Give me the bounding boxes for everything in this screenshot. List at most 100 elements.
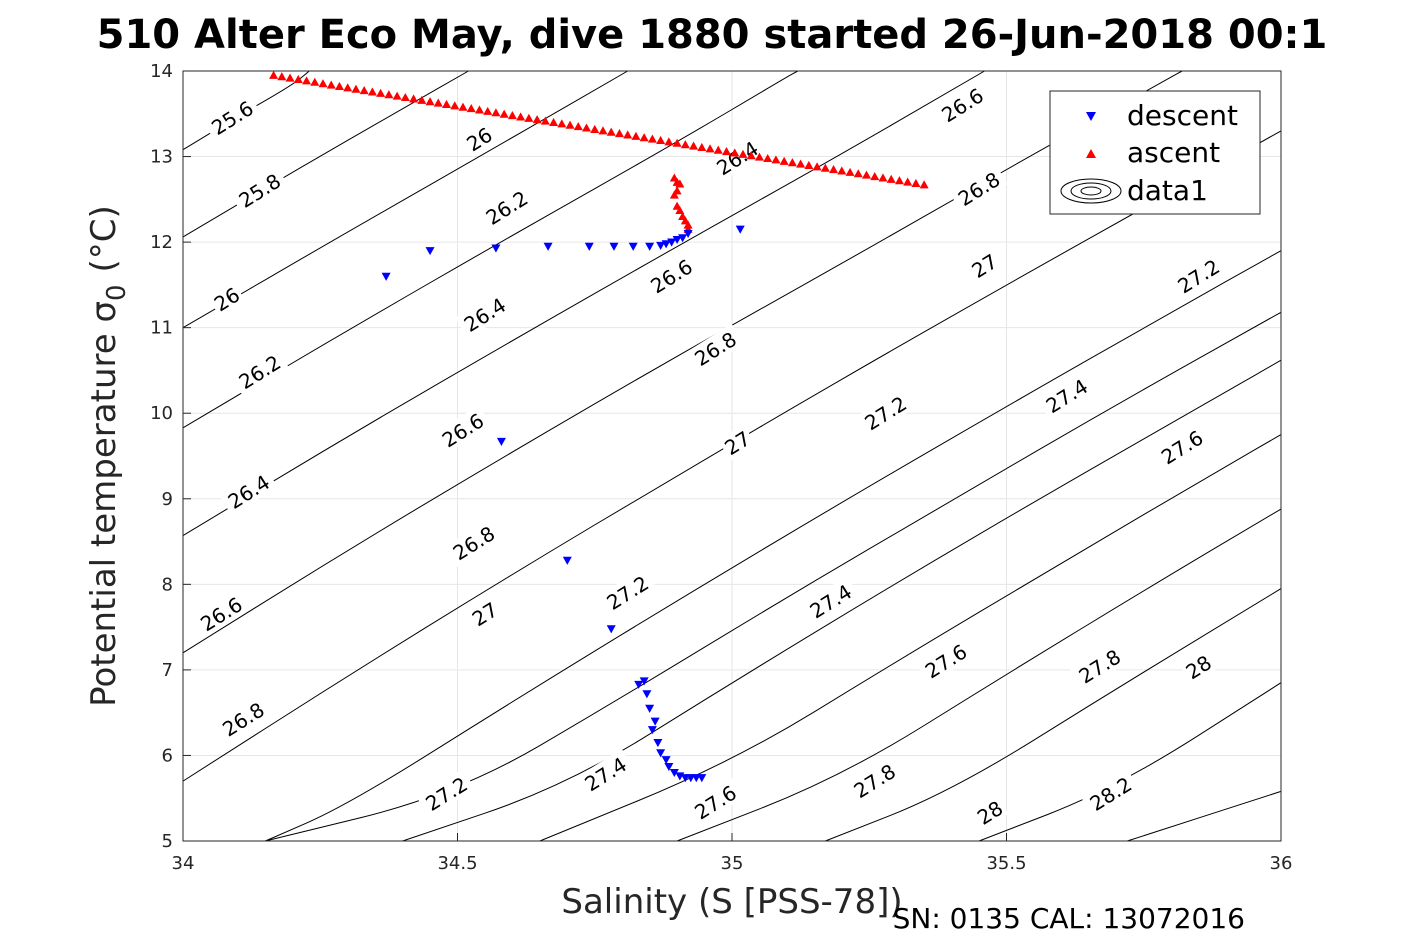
contour-label-bg: [230, 346, 289, 396]
descent-point: [653, 739, 663, 748]
y-tick-label: 10: [150, 403, 173, 424]
ascent-point: [894, 176, 904, 185]
contour-line: [402, 359, 1282, 842]
legend-ascent-label: ascent: [1127, 136, 1220, 169]
x-tick-label: 34: [172, 853, 195, 874]
contour-label-bg: [191, 588, 251, 638]
contour-label-bg: [707, 132, 767, 182]
descent-point: [661, 756, 671, 765]
contour-line: [182, 130, 1282, 782]
data-series: [269, 70, 929, 783]
ascent-point: [631, 131, 641, 140]
contour-label-bg: [844, 755, 904, 805]
ascent-point: [499, 109, 509, 118]
legend: descent ascent data1: [1049, 90, 1261, 215]
contour-label-bg: [459, 120, 499, 157]
ascent-point: [524, 113, 534, 122]
descent-point: [672, 235, 682, 245]
contour-label-bg: [855, 387, 915, 437]
contour-label-bg: [641, 251, 701, 300]
x-axis-label: Salinity (S [PSS-78]): [561, 882, 902, 922]
y-tick-label: 12: [150, 232, 173, 253]
contour-labels: 25.625.82626.226.426.626.82626.226.426.6…: [191, 79, 1228, 831]
descent-point: [584, 242, 594, 251]
descent-point: [543, 242, 553, 251]
contour-label-bg: [685, 323, 745, 373]
ascent-point: [293, 74, 303, 84]
ascent-point: [689, 141, 699, 150]
ascent-point: [302, 76, 312, 85]
ascent-point: [343, 83, 353, 92]
ascent-point: [442, 99, 452, 108]
descent-point: [642, 690, 652, 699]
ascent-point: [870, 171, 880, 181]
ascent-point: [269, 70, 279, 79]
ascent-point: [606, 127, 616, 136]
ascent-point: [433, 98, 443, 107]
ascent-point: [623, 130, 633, 139]
ascent-point: [483, 106, 493, 115]
ascent-point: [582, 123, 592, 132]
ascent-point: [730, 148, 740, 157]
y-axis-label: Potential temperature σ0 (°C): [84, 205, 132, 707]
x-tick-label: 36: [1270, 853, 1293, 874]
ascent-point: [675, 179, 685, 188]
ascent-point: [738, 149, 748, 158]
descent-point: [634, 680, 644, 689]
contour-label-bg: [477, 182, 536, 232]
ascent-point: [669, 190, 679, 199]
contour-label-bg: [916, 636, 975, 685]
descent-point: [562, 556, 572, 565]
ascent-point: [664, 137, 674, 146]
ascent-point: [384, 90, 394, 99]
y-axis-label-unit: (°C): [84, 205, 124, 272]
ascent-point: [845, 167, 855, 176]
y-tick-label: 14: [150, 61, 173, 82]
ascent-point: [656, 135, 666, 145]
contour-line: [676, 508, 1282, 842]
ascent-point: [820, 163, 830, 172]
contour-label-bg: [207, 280, 246, 317]
contour-label-bg: [1152, 422, 1211, 472]
contour-label-bg: [202, 92, 262, 142]
ascent-point: [647, 134, 657, 143]
ascent-point: [746, 151, 756, 160]
ascent-point: [639, 133, 649, 142]
ascent-point: [359, 86, 369, 95]
contour-label-bg: [444, 517, 503, 567]
contour-label-bg: [1168, 251, 1228, 300]
ascent-point: [829, 165, 839, 174]
y-tick-label: 5: [162, 831, 173, 852]
ascent-point: [862, 170, 872, 179]
ascent-point: [310, 77, 320, 86]
descent-point: [609, 242, 619, 251]
contour-label-bg: [1179, 648, 1218, 685]
legend-box: [1049, 90, 1261, 215]
ascent-point: [886, 174, 896, 183]
ascent-point: [474, 105, 484, 114]
ascent-point: [334, 81, 344, 90]
contour-label-bg: [970, 793, 1009, 831]
descent-point: [645, 242, 655, 251]
ascent-point: [779, 156, 789, 165]
ascent-point: [400, 92, 410, 102]
ascent-point: [417, 95, 427, 104]
ascent-point: [351, 84, 361, 93]
ascent-point: [680, 140, 690, 149]
axis-ticks: 34 34.5 35 35.5 36 5 6 7 8 9 10 11 12 13 14: [150, 61, 1292, 874]
ascent-point: [540, 116, 550, 125]
chart-title: 510 Alter Eco May, dive 1880 started 26-…: [97, 12, 1328, 58]
legend-ascent-marker: [1086, 149, 1096, 158]
ascent-point: [713, 145, 723, 154]
ascent-point: [376, 88, 386, 97]
descent-point: [647, 726, 657, 735]
contour-label-bg: [416, 768, 476, 818]
contour-label-bg: [717, 424, 757, 461]
descent-point: [628, 242, 638, 251]
y-axis-label-main: Potential temperature σ: [84, 301, 124, 707]
y-tick-label: 8: [162, 574, 173, 595]
ascent-point: [532, 115, 542, 124]
contour-label-bg: [1081, 768, 1140, 818]
ascent-point: [277, 72, 287, 81]
